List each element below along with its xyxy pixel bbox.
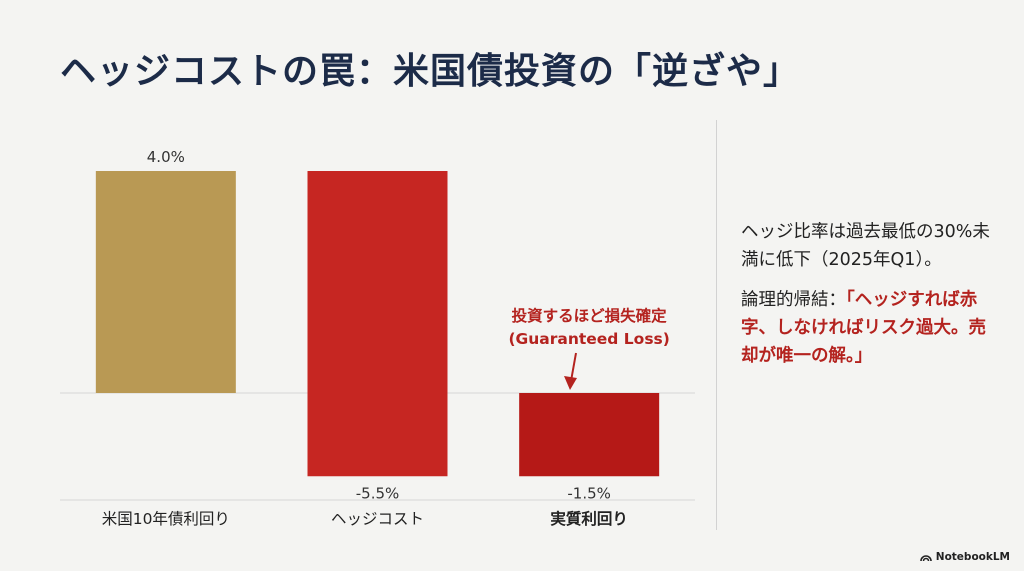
- bar-1: [95, 171, 236, 393]
- annotation-line-2: (Guaranteed Loss): [508, 330, 669, 348]
- panel-divider: [716, 120, 717, 530]
- bar-chart: 4.0% 米国10年債利回り -5.5% ヘッジコスト -1.5% 実質利回り 投資するほど…: [60, 148, 695, 528]
- watermark-label: NotebookLM: [935, 551, 1010, 563]
- hedge-ratio-note: ヘッジ比率は過去最低の30%未満に低下（2025年Q1）。: [741, 222, 990, 270]
- conclusion-quote: 「ヘッジすれば赤字、しなければリスク過大。売却が唯一の解。」: [741, 290, 986, 366]
- value-label-2: -5.5%: [356, 484, 400, 502]
- annotation-arrow: [570, 352, 577, 382]
- slide-title: ヘッジコストの罠：米国債投資の「逆ざや」: [60, 51, 801, 92]
- value-label-1: 4.0%: [147, 148, 185, 166]
- notebooklm-watermark: NotebookLM: [919, 551, 1010, 563]
- category-label-1: 米国10年債利回り: [102, 510, 230, 528]
- annotation-line-1: 投資するほど損失確定: [512, 306, 668, 325]
- value-label-3: -1.5%: [567, 484, 611, 502]
- notebooklm-logo-icon: [919, 554, 932, 561]
- bar-3: [519, 393, 660, 477]
- bar-2: [307, 171, 448, 477]
- category-label-3: 実質利回り: [550, 509, 628, 528]
- annotation-arrowhead: [564, 376, 577, 390]
- side-panel: ヘッジ比率は過去最低の30%未満に低下（2025年Q1）。 論理的帰結：「ヘッジ…: [741, 218, 1003, 382]
- category-label-2: ヘッジコスト: [331, 510, 424, 528]
- conclusion-label: 論理的帰結：: [741, 290, 846, 310]
- conclusion-text: 論理的帰結：「ヘッジすれば赤字、しなければリスク過大。売却が唯一の解。」: [741, 286, 1003, 370]
